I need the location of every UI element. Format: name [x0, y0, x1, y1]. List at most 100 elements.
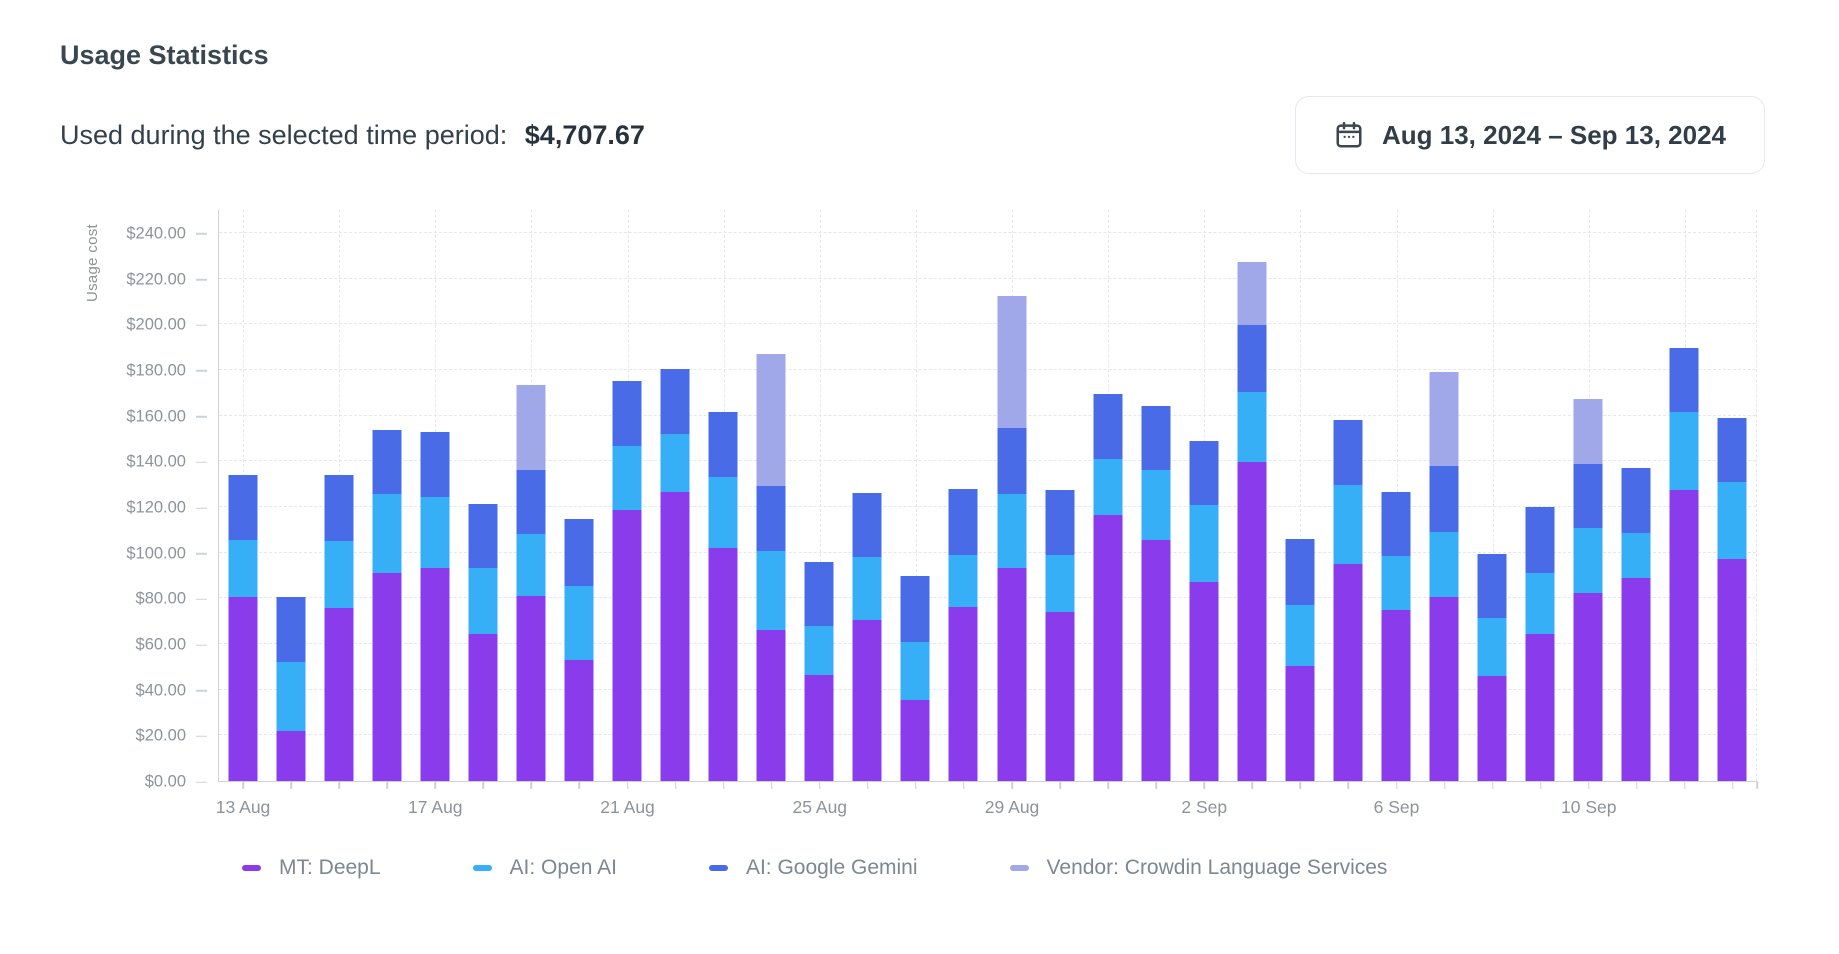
bar-segment[interactable]	[1525, 634, 1555, 781]
bar-stack[interactable]	[1429, 372, 1459, 781]
bar-segment[interactable]	[804, 626, 834, 676]
bar-segment[interactable]	[1141, 540, 1171, 781]
bar-segment[interactable]	[1573, 592, 1603, 781]
bar-stack[interactable]	[1333, 420, 1363, 781]
bar-segment[interactable]	[997, 427, 1027, 494]
bar-stack[interactable]	[756, 354, 786, 781]
bar-segment[interactable]	[1045, 554, 1075, 613]
bar-stack[interactable]	[1477, 553, 1507, 781]
bar-segment[interactable]	[372, 430, 402, 494]
bar-stack[interactable]	[804, 562, 834, 781]
bar-segment[interactable]	[1621, 533, 1651, 579]
bar-segment[interactable]	[900, 576, 930, 642]
bar-stack[interactable]	[612, 380, 642, 781]
bar-segment[interactable]	[516, 470, 546, 534]
bar-segment[interactable]	[1333, 484, 1363, 565]
bar-segment[interactable]	[1045, 490, 1075, 555]
bar-segment[interactable]	[756, 629, 786, 781]
bar-segment[interactable]	[660, 434, 690, 492]
bar-segment[interactable]	[1285, 604, 1315, 667]
bar-stack[interactable]	[372, 430, 402, 781]
bar-segment[interactable]	[612, 380, 642, 447]
bar-segment[interactable]	[1093, 458, 1123, 516]
bar-segment[interactable]	[1333, 564, 1363, 781]
bar-segment[interactable]	[1429, 372, 1459, 466]
bar-segment[interactable]	[1045, 612, 1075, 781]
bar-segment[interactable]	[997, 295, 1027, 428]
bar-segment[interactable]	[468, 503, 498, 568]
bar-segment[interactable]	[228, 540, 258, 597]
bar-segment[interactable]	[660, 491, 690, 781]
bar-segment[interactable]	[804, 562, 834, 627]
bar-stack[interactable]	[852, 492, 882, 781]
bar-segment[interactable]	[1189, 440, 1219, 506]
bar-segment[interactable]	[948, 554, 978, 608]
bar-segment[interactable]	[1429, 465, 1459, 533]
bar-segment[interactable]	[516, 385, 546, 471]
bar-segment[interactable]	[660, 369, 690, 435]
bar-segment[interactable]	[948, 607, 978, 781]
bar-stack[interactable]	[1141, 405, 1171, 781]
bar-segment[interactable]	[276, 597, 306, 663]
bar-stack[interactable]	[1669, 347, 1699, 781]
bar-segment[interactable]	[1669, 490, 1699, 781]
bar-segment[interactable]	[1381, 610, 1411, 781]
bar-stack[interactable]	[228, 474, 258, 781]
bar-segment[interactable]	[1237, 392, 1267, 462]
bar-segment[interactable]	[1429, 532, 1459, 597]
bar-segment[interactable]	[228, 474, 258, 541]
bar-segment[interactable]	[1717, 481, 1747, 559]
bar-segment[interactable]	[852, 619, 882, 781]
bar-segment[interactable]	[1285, 538, 1315, 605]
bar-stack[interactable]	[1621, 467, 1651, 781]
legend-item[interactable]: AI: Google Gemini	[708, 856, 918, 880]
bar-stack[interactable]	[708, 412, 738, 781]
bar-segment[interactable]	[228, 596, 258, 781]
bar-stack[interactable]	[1045, 490, 1075, 781]
bar-stack[interactable]	[1237, 261, 1267, 781]
legend-item[interactable]: AI: Open AI	[472, 856, 617, 880]
bar-stack[interactable]	[564, 518, 594, 781]
bar-segment[interactable]	[997, 493, 1027, 568]
bar-segment[interactable]	[324, 541, 354, 609]
bar-segment[interactable]	[1381, 491, 1411, 557]
bar-stack[interactable]	[948, 489, 978, 781]
bar-segment[interactable]	[1477, 676, 1507, 781]
bar-segment[interactable]	[1189, 505, 1219, 583]
bar-segment[interactable]	[997, 567, 1027, 781]
bar-segment[interactable]	[1429, 596, 1459, 781]
bar-segment[interactable]	[420, 497, 450, 568]
legend-item[interactable]: MT: DeepL	[242, 856, 381, 880]
bar-stack[interactable]	[324, 474, 354, 781]
bar-segment[interactable]	[756, 486, 786, 552]
bar-segment[interactable]	[1093, 394, 1123, 459]
bar-segment[interactable]	[420, 431, 450, 498]
bar-segment[interactable]	[804, 675, 834, 781]
bar-stack[interactable]	[1285, 538, 1315, 781]
bar-segment[interactable]	[372, 493, 402, 573]
bar-segment[interactable]	[1525, 572, 1555, 635]
bar-segment[interactable]	[1525, 507, 1555, 573]
bar-stack[interactable]	[276, 597, 306, 781]
bar-segment[interactable]	[1285, 666, 1315, 781]
bar-segment[interactable]	[1669, 412, 1699, 491]
bar-stack[interactable]	[900, 576, 930, 781]
bar-stack[interactable]	[1525, 507, 1555, 781]
bar-stack[interactable]	[1381, 491, 1411, 781]
bar-segment[interactable]	[1237, 461, 1267, 781]
bar-segment[interactable]	[1333, 420, 1363, 485]
bar-segment[interactable]	[324, 474, 354, 542]
bar-segment[interactable]	[708, 476, 738, 549]
bar-segment[interactable]	[1189, 582, 1219, 781]
bar-segment[interactable]	[1573, 464, 1603, 528]
bar-stack[interactable]	[516, 385, 546, 781]
bar-segment[interactable]	[372, 572, 402, 781]
bar-segment[interactable]	[516, 533, 546, 596]
bar-segment[interactable]	[852, 492, 882, 558]
bar-segment[interactable]	[1717, 558, 1747, 781]
bar-segment[interactable]	[1621, 467, 1651, 534]
bar-segment[interactable]	[1477, 617, 1507, 677]
date-range-picker-button[interactable]: Aug 13, 2024 – Sep 13, 2024	[1295, 96, 1765, 174]
bar-stack[interactable]	[660, 369, 690, 781]
bar-stack[interactable]	[1093, 394, 1123, 781]
